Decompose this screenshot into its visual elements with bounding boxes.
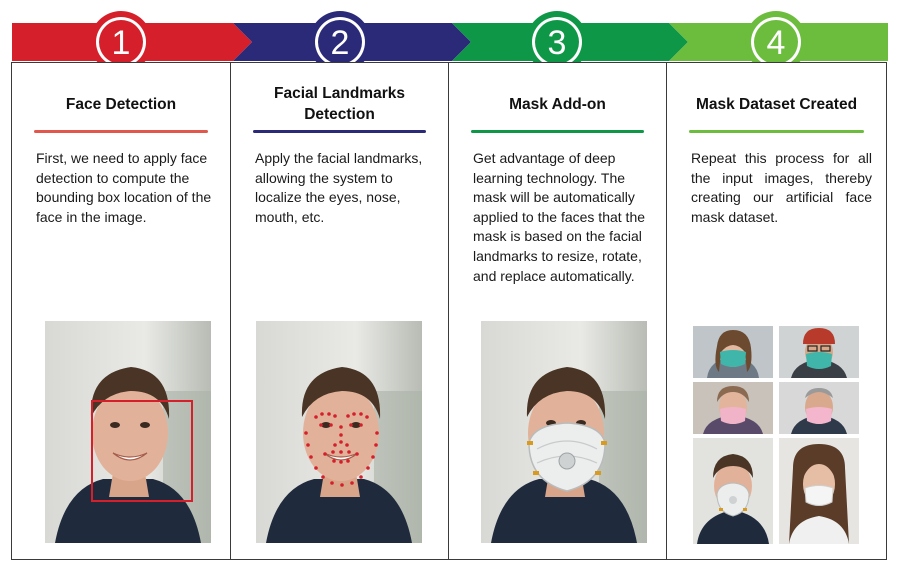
masked-faces-grid bbox=[693, 326, 861, 544]
dataset-photo bbox=[779, 326, 859, 378]
step-number-4: 4 bbox=[767, 24, 786, 62]
dataset-photo bbox=[693, 438, 773, 544]
step-description: Get advantage of deep learning technolog… bbox=[473, 150, 646, 284]
title-underline bbox=[471, 130, 644, 133]
step-number-badge-4: 4 bbox=[745, 11, 807, 73]
dataset-photo bbox=[693, 326, 773, 378]
step-panel-facial-landmarks: Facial Landmarks Detection Apply the fac… bbox=[230, 62, 449, 560]
title-underline bbox=[689, 130, 864, 133]
step-number-badge-3: 3 bbox=[526, 11, 588, 73]
step-number-2: 2 bbox=[331, 24, 350, 62]
mask-add-on-photo bbox=[481, 321, 647, 543]
step-title: Mask Dataset Created bbox=[695, 95, 858, 113]
step-title: Mask Add-on bbox=[509, 95, 606, 113]
dataset-photo bbox=[779, 382, 859, 434]
step-description: First, we need to apply face detection t… bbox=[36, 150, 212, 225]
step-title: Facial Landmarks Detection bbox=[274, 85, 405, 123]
face-detection-photo bbox=[45, 321, 211, 543]
dataset-photo bbox=[779, 438, 859, 544]
step-banner: 1 2 3 4 bbox=[0, 0, 900, 80]
step-number-badge-2: 2 bbox=[309, 11, 371, 73]
chevron-banner-graphic: 1 2 3 4 bbox=[12, 11, 888, 73]
step-description: Repeat this process for all the input im… bbox=[691, 150, 872, 225]
title-underline bbox=[34, 130, 208, 133]
bounding-box bbox=[91, 400, 193, 502]
step-panel-mask-add-on: Mask Add-on Get advantage of deep learni… bbox=[448, 62, 667, 560]
step-number-3: 3 bbox=[548, 24, 567, 62]
respirator-mask bbox=[527, 422, 607, 492]
step-panel-mask-dataset: Mask Dataset Created Repeat this process… bbox=[666, 62, 887, 560]
facial-landmarks-photo bbox=[256, 321, 422, 543]
title-underline bbox=[253, 130, 426, 133]
step-description: Apply the facial landmarks, allowing the… bbox=[255, 150, 423, 225]
step-panel-face-detection: Face Detection First, we need to apply f… bbox=[11, 62, 231, 560]
dataset-photo bbox=[693, 382, 773, 434]
landmark-dots bbox=[304, 412, 379, 487]
step-number-badge-1: 1 bbox=[90, 11, 152, 73]
step-number-1: 1 bbox=[112, 24, 131, 62]
step-title: Face Detection bbox=[65, 95, 177, 113]
